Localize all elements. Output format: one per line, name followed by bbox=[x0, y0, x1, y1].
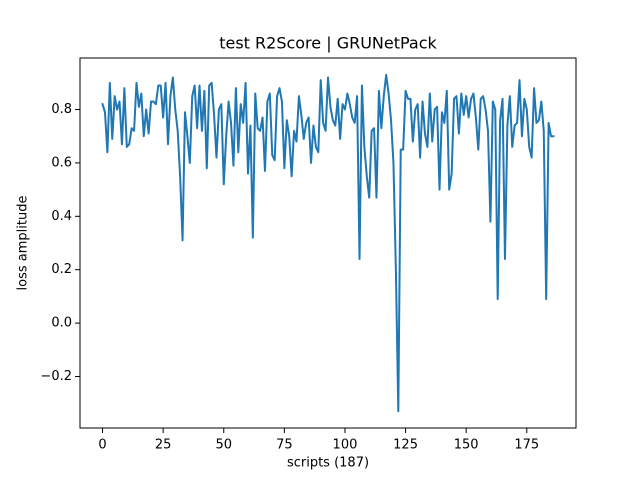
x-tick-label: 100 bbox=[333, 438, 358, 453]
data-line bbox=[101, 73, 555, 413]
y-tick-label: −0.2 bbox=[40, 369, 72, 384]
x-tick-label: 125 bbox=[393, 438, 418, 453]
x-tick-label: 25 bbox=[155, 438, 172, 453]
x-tick-label: 50 bbox=[215, 438, 232, 453]
y-tick-label: 0.0 bbox=[51, 316, 72, 331]
y-tick-label: 0.2 bbox=[51, 262, 72, 277]
plot-frame bbox=[79, 57, 577, 429]
y-tick-label: 0.8 bbox=[51, 102, 72, 117]
x-tick-label: 75 bbox=[276, 438, 293, 453]
y-tick-label: 0.6 bbox=[51, 155, 72, 170]
x-tick-label: 0 bbox=[98, 438, 106, 453]
y-tick-label: 0.4 bbox=[51, 209, 72, 224]
chart-title: test R2Score | GRUNetPack bbox=[219, 34, 437, 53]
x-tick-label: 175 bbox=[514, 438, 539, 453]
x-axis-label: scripts (187) bbox=[287, 456, 369, 471]
x-tick-label: 150 bbox=[454, 438, 479, 453]
y-axis-label: loss amplitude bbox=[16, 196, 31, 291]
